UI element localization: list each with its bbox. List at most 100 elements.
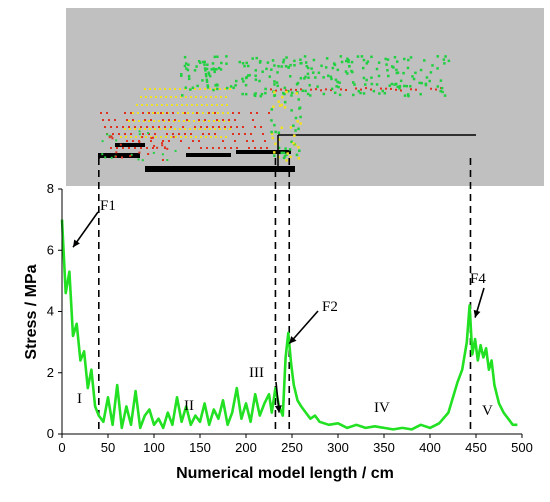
model-dot xyxy=(298,149,301,153)
model-dot xyxy=(250,133,252,135)
model-dot xyxy=(303,55,307,58)
model-dot xyxy=(360,88,362,91)
model-dot xyxy=(442,58,446,61)
model-dot xyxy=(288,75,292,78)
model-dot xyxy=(209,128,211,130)
model-dot xyxy=(276,71,279,74)
model-dot xyxy=(289,155,292,159)
model-dot xyxy=(184,133,186,135)
model-dot xyxy=(199,128,201,130)
model-dot xyxy=(101,140,104,143)
model-dot xyxy=(218,147,220,149)
model-dot xyxy=(185,96,187,98)
model-dot xyxy=(375,83,379,86)
model-dot xyxy=(152,126,154,128)
model-dot xyxy=(407,58,410,62)
model-fracture-map xyxy=(98,55,476,172)
model-dot xyxy=(241,92,244,96)
model-dot xyxy=(405,84,409,88)
model-dot xyxy=(329,75,333,79)
model-dot xyxy=(212,88,215,92)
model-dot xyxy=(108,119,110,121)
model-dot xyxy=(312,58,316,62)
model-dot xyxy=(444,55,447,58)
model-dot xyxy=(186,68,190,72)
model-dot xyxy=(393,55,397,59)
model-dot xyxy=(142,112,144,114)
model-dot xyxy=(191,104,193,106)
model-dot xyxy=(322,76,325,79)
model-dot xyxy=(124,128,126,130)
model-dot xyxy=(168,119,170,121)
model-dot xyxy=(299,115,302,119)
model-dot xyxy=(150,136,152,138)
model-dot xyxy=(409,56,413,59)
model-dot xyxy=(224,126,226,128)
model-dot xyxy=(390,87,392,90)
model-dot xyxy=(158,120,160,122)
model-dot xyxy=(273,91,276,94)
model-dot xyxy=(212,112,214,114)
model-dot xyxy=(273,80,276,83)
model-dot xyxy=(273,94,276,97)
model-dot xyxy=(224,128,226,130)
model-dot xyxy=(234,140,236,142)
model-dot xyxy=(112,133,114,135)
model-dot xyxy=(187,74,191,78)
model-dot xyxy=(300,88,302,91)
model-dot xyxy=(277,131,281,134)
model-dot xyxy=(270,130,273,134)
model-dot xyxy=(248,73,251,77)
model-dot xyxy=(196,104,198,106)
model-dot xyxy=(396,85,399,89)
model-dot xyxy=(172,135,175,138)
model-dot xyxy=(202,133,204,135)
model-dot xyxy=(161,104,163,106)
x-axis-title: Numerical model length / cm xyxy=(176,465,394,482)
model-dot xyxy=(100,112,102,114)
model-dot xyxy=(164,126,166,128)
model-dot xyxy=(149,128,151,130)
model-dot xyxy=(180,74,183,77)
model-dot xyxy=(201,104,203,106)
model-dot xyxy=(102,119,104,121)
model-dot xyxy=(150,119,152,121)
model-dot xyxy=(202,60,205,64)
model-dot xyxy=(260,147,262,149)
model-dot xyxy=(213,55,217,59)
label-zone-v: V xyxy=(482,403,493,419)
model-dot xyxy=(206,147,208,149)
y-tick-label: 6 xyxy=(47,242,54,257)
model-dot xyxy=(429,71,433,74)
label-zone-iii: III xyxy=(249,365,264,381)
model-dot xyxy=(356,55,360,58)
model-dot xyxy=(315,88,317,91)
model-dot xyxy=(210,96,212,98)
model-dot xyxy=(225,86,229,90)
model-dot xyxy=(208,133,210,135)
model-dot xyxy=(378,92,381,95)
model-dot xyxy=(270,108,274,111)
model-dot xyxy=(295,153,299,157)
model-dot xyxy=(134,128,136,130)
model-dot xyxy=(423,59,426,62)
model-dot xyxy=(140,147,142,149)
model-dot xyxy=(345,88,347,91)
x-tick-label: 300 xyxy=(327,440,349,455)
model-dot xyxy=(236,147,238,149)
model-dot xyxy=(258,79,261,83)
model-dot xyxy=(325,57,329,60)
model-dot xyxy=(265,67,268,71)
model-dot xyxy=(215,96,217,98)
model-dot xyxy=(138,151,141,154)
model-dot xyxy=(188,147,190,149)
model-dot xyxy=(192,112,194,114)
model-dot xyxy=(179,88,181,90)
model-dot xyxy=(150,140,152,142)
model-dot xyxy=(111,137,114,140)
model-dot xyxy=(124,112,126,114)
model-dot xyxy=(183,55,187,59)
model-dot xyxy=(297,157,301,160)
model-dot xyxy=(270,132,274,136)
